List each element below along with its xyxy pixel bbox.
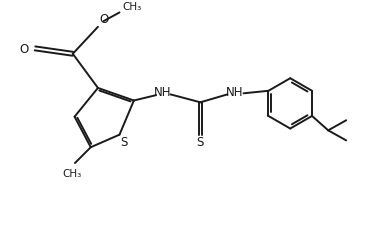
Text: CH₃: CH₃ xyxy=(122,2,141,12)
Text: CH₃: CH₃ xyxy=(62,169,82,179)
Text: NH: NH xyxy=(226,86,243,99)
Text: S: S xyxy=(120,135,128,148)
Text: O: O xyxy=(19,43,29,56)
Text: S: S xyxy=(197,135,204,148)
Text: NH: NH xyxy=(154,86,171,99)
Text: O: O xyxy=(100,13,109,26)
